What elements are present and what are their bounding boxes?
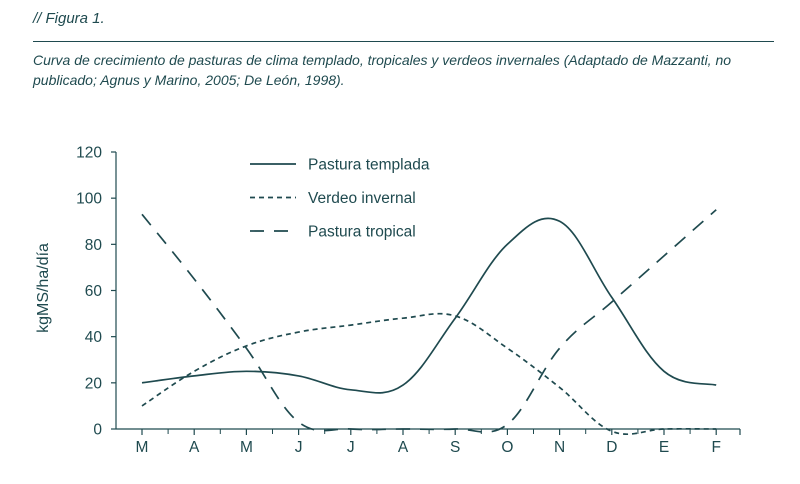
y-tick-label: 100 [76, 191, 102, 208]
x-tick-label: E [659, 439, 669, 456]
legend-label: Pastura templada [308, 157, 430, 174]
legend-label: Pastura tropical [308, 224, 416, 241]
x-tick-label: A [189, 439, 200, 456]
series-lines [141, 209, 717, 436]
divider [33, 41, 774, 42]
axes: 0 20 40 60 80 100 120 M A M J J A S O N D E F [76, 145, 741, 456]
y-tick-label: 0 [93, 422, 102, 439]
series-line-1 [141, 217, 717, 394]
figure-caption: Curva de crecimiento de pasturas de clim… [33, 52, 732, 88]
legend: Pastura templada Verdeo invernal Pastura t… [250, 157, 430, 241]
x-tick-label: M [136, 439, 149, 456]
x-tick-label: S [450, 439, 460, 456]
y-axis-label: kgMS/ha/día [35, 243, 52, 333]
x-tick-label: N [554, 439, 565, 456]
y-tick-label: 60 [85, 283, 103, 300]
y-tick-label: 40 [85, 329, 103, 346]
y-tick-label: 80 [85, 237, 103, 254]
x-tick-label: M [240, 439, 253, 456]
figure-label: // Figura 1. [33, 10, 105, 27]
x-tick-label: J [295, 439, 303, 456]
x-tick-label: J [347, 439, 355, 456]
legend-label: Verdeo invernal [308, 190, 416, 207]
x-tick-label: D [606, 439, 617, 456]
series-line-3 [141, 209, 717, 433]
y-tick-label: 20 [85, 375, 103, 392]
y-tick-label: 120 [76, 145, 102, 162]
x-tick-label: O [501, 439, 513, 456]
x-tick-label: A [398, 439, 409, 456]
series-line-2 [141, 312, 717, 436]
x-tick-label: F [711, 439, 720, 456]
